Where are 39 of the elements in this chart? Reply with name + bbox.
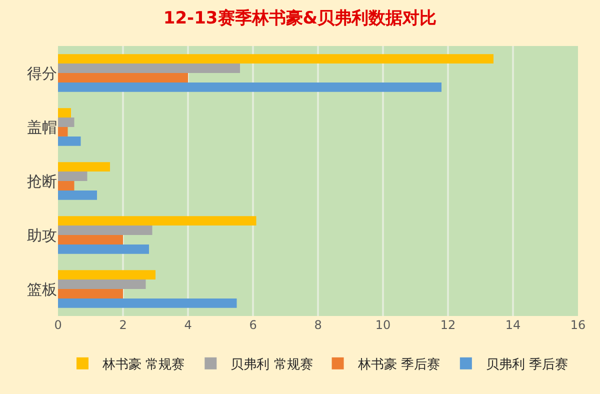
bar xyxy=(58,226,152,235)
x-tick-label: 14 xyxy=(505,318,521,332)
bar xyxy=(58,136,81,146)
bar xyxy=(58,162,110,172)
y-tick-label: 得分 xyxy=(27,64,57,82)
x-tick-label: 6 xyxy=(249,318,257,332)
y-tick-label: 助攻 xyxy=(27,226,57,244)
bar xyxy=(58,270,156,280)
bar xyxy=(58,118,74,127)
x-tick-label: 10 xyxy=(375,318,391,332)
bar xyxy=(58,216,256,226)
bar xyxy=(58,190,97,200)
bar xyxy=(58,73,188,82)
bar xyxy=(58,289,123,298)
bar xyxy=(58,108,71,118)
bar xyxy=(58,82,442,92)
bar xyxy=(58,181,74,190)
bar xyxy=(58,54,494,64)
y-tick-label: 抢断 xyxy=(27,172,57,190)
legend-label: 贝弗利 季后赛 xyxy=(486,356,568,372)
legend-label: 林书豪 季后赛 xyxy=(356,356,440,372)
bar xyxy=(58,127,68,136)
legend-label: 林书豪 常规赛 xyxy=(102,356,185,372)
bar xyxy=(58,244,149,254)
y-tick-label: 篮板 xyxy=(27,280,57,298)
x-tick-label: 2 xyxy=(119,318,127,332)
bar xyxy=(58,298,237,308)
legend-label: 贝弗利 常规赛 xyxy=(230,356,313,372)
bar xyxy=(58,280,146,289)
chart-title: 12-13赛季林书豪&贝弗利数据对比 xyxy=(163,8,437,29)
y-tick-label: 盖帽 xyxy=(27,118,57,136)
x-tick-label: 0 xyxy=(54,318,62,332)
x-tick-label: 16 xyxy=(570,318,586,332)
bar xyxy=(58,235,123,244)
x-tick-label: 8 xyxy=(314,318,322,332)
x-tick-label: 12 xyxy=(440,318,456,332)
x-tick-label: 4 xyxy=(184,318,192,332)
bar xyxy=(58,64,240,73)
bar xyxy=(58,172,88,181)
